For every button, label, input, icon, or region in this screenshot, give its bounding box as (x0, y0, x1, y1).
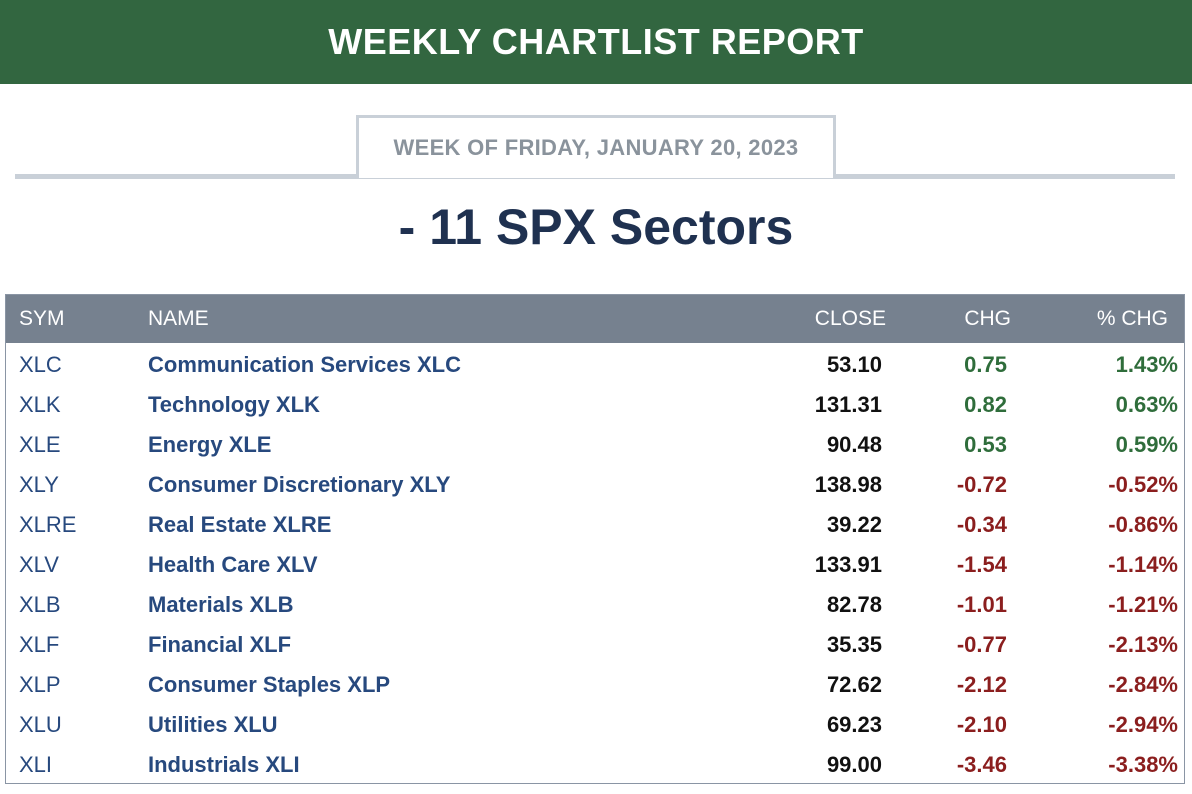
symbol-link[interactable]: XLB (19, 592, 61, 617)
table-header-row: SYM NAME CLOSE CHG % CHG (6, 295, 1184, 343)
sector-name-link[interactable]: Consumer Discretionary XLY (148, 472, 451, 497)
close-value: 69.23 (826, 712, 882, 737)
change-value: 0.82 (964, 392, 1007, 417)
table-row: XLK Technology XLK 131.31 0.82 0.63% (6, 385, 1184, 425)
percent-change-value: 1.43% (1115, 352, 1178, 377)
table-row: XLB Materials XLB 82.78 -1.01 -1.21% (6, 585, 1184, 625)
percent-change-value: -2.94% (1108, 712, 1178, 737)
change-value: -1.01 (956, 592, 1007, 617)
sector-name-link[interactable]: Health Care XLV (148, 552, 318, 577)
percent-change-value: 0.63% (1115, 392, 1178, 417)
table-body: XLC Communication Services XLC 53.10 0.75 1.… (6, 345, 1184, 785)
column-header-name[interactable]: NAME (148, 307, 209, 330)
percent-change-value: -0.52% (1108, 472, 1178, 497)
column-header-close[interactable]: CLOSE (814, 307, 886, 330)
sector-name-link[interactable]: Materials XLB (148, 592, 294, 617)
week-label-box: WEEK OF FRIDAY, JANUARY 20, 2023 (356, 115, 836, 178)
change-value: 0.75 (964, 352, 1007, 377)
symbol-link[interactable]: XLK (19, 392, 61, 417)
column-header-sym[interactable]: SYM (19, 307, 65, 330)
section-title: - 11 SPX Sectors (398, 199, 794, 255)
close-value: 133.91 (814, 552, 882, 577)
table-row: XLF Financial XLF 35.35 -0.77 -2.13% (6, 625, 1184, 665)
table-row: XLY Consumer Discretionary XLY 138.98 -0.72… (6, 465, 1184, 505)
close-value: 35.35 (826, 632, 882, 657)
change-value: -2.10 (956, 712, 1007, 737)
week-label: WEEK OF FRIDAY, JANUARY 20, 2023 (393, 135, 799, 160)
close-value: 72.62 (826, 672, 882, 697)
symbol-link[interactable]: XLV (19, 552, 59, 577)
symbol-link[interactable]: XLC (19, 352, 62, 377)
sector-name-link[interactable]: Energy XLE (148, 432, 272, 457)
change-value: -2.12 (956, 672, 1007, 697)
sector-name-link[interactable]: Technology XLK (148, 392, 320, 417)
close-value: 39.22 (826, 512, 882, 537)
change-value: -0.77 (956, 632, 1007, 657)
table-row: XLU Utilities XLU 69.23 -2.10 -2.94% (6, 705, 1184, 745)
table-row: XLI Industrials XLI 99.00 -3.46 -3.38% (6, 745, 1184, 785)
symbol-link[interactable]: XLP (19, 672, 61, 697)
sector-name-link[interactable]: Consumer Staples XLP (148, 672, 391, 697)
report-banner: WEEKLY CHARTLIST REPORT (0, 0, 1192, 84)
percent-change-value: 0.59% (1115, 432, 1178, 457)
change-value: -0.34 (956, 512, 1007, 537)
symbol-link[interactable]: XLU (19, 712, 62, 737)
close-value: 99.00 (826, 752, 882, 777)
symbol-link[interactable]: XLY (19, 472, 59, 497)
percent-change-value: -1.14% (1108, 552, 1178, 577)
percent-change-value: -2.84% (1108, 672, 1178, 697)
column-header-pct-chg[interactable]: % CHG (1096, 307, 1168, 330)
table-row: XLC Communication Services XLC 53.10 0.75 1.… (6, 345, 1184, 385)
table-row: XLP Consumer Staples XLP 72.62 -2.12 -2.84% (6, 665, 1184, 705)
change-value: -1.54 (956, 552, 1007, 577)
change-value: -3.46 (956, 752, 1007, 777)
table-row: XLE Energy XLE 90.48 0.53 0.59% (6, 425, 1184, 465)
sector-name-link[interactable]: Real Estate XLRE (148, 512, 332, 537)
close-value: 53.10 (826, 352, 882, 377)
close-value: 82.78 (826, 592, 882, 617)
percent-change-value: -1.21% (1108, 592, 1178, 617)
sector-table: SYM NAME CLOSE CHG % CHG XLC Communicatio… (5, 294, 1185, 784)
table-row: XLRE Real Estate XLRE 39.22 -0.34 -0.86% (6, 505, 1184, 545)
symbol-link[interactable]: XLF (19, 632, 60, 657)
change-value: -0.72 (956, 472, 1007, 497)
close-value: 90.48 (826, 432, 882, 457)
percent-change-value: -2.13% (1108, 632, 1178, 657)
report-title: WEEKLY CHARTLIST REPORT (328, 21, 864, 62)
close-value: 138.98 (814, 472, 882, 497)
sector-name-link[interactable]: Financial XLF (148, 632, 292, 657)
sector-name-link[interactable]: Utilities XLU (148, 712, 278, 737)
symbol-link[interactable]: XLI (19, 752, 53, 777)
sector-name-link[interactable]: Communication Services XLC (148, 352, 461, 377)
table-row: XLV Health Care XLV 133.91 -1.54 -1.14% (6, 545, 1184, 585)
symbol-link[interactable]: XLE (19, 432, 61, 457)
symbol-link[interactable]: XLRE (19, 512, 77, 537)
close-value: 131.31 (814, 392, 882, 417)
column-header-chg[interactable]: CHG (964, 307, 1011, 330)
sector-name-link[interactable]: Industrials XLI (148, 752, 300, 777)
percent-change-value: -0.86% (1108, 512, 1178, 537)
change-value: 0.53 (964, 432, 1007, 457)
percent-change-value: -3.38% (1108, 752, 1178, 777)
